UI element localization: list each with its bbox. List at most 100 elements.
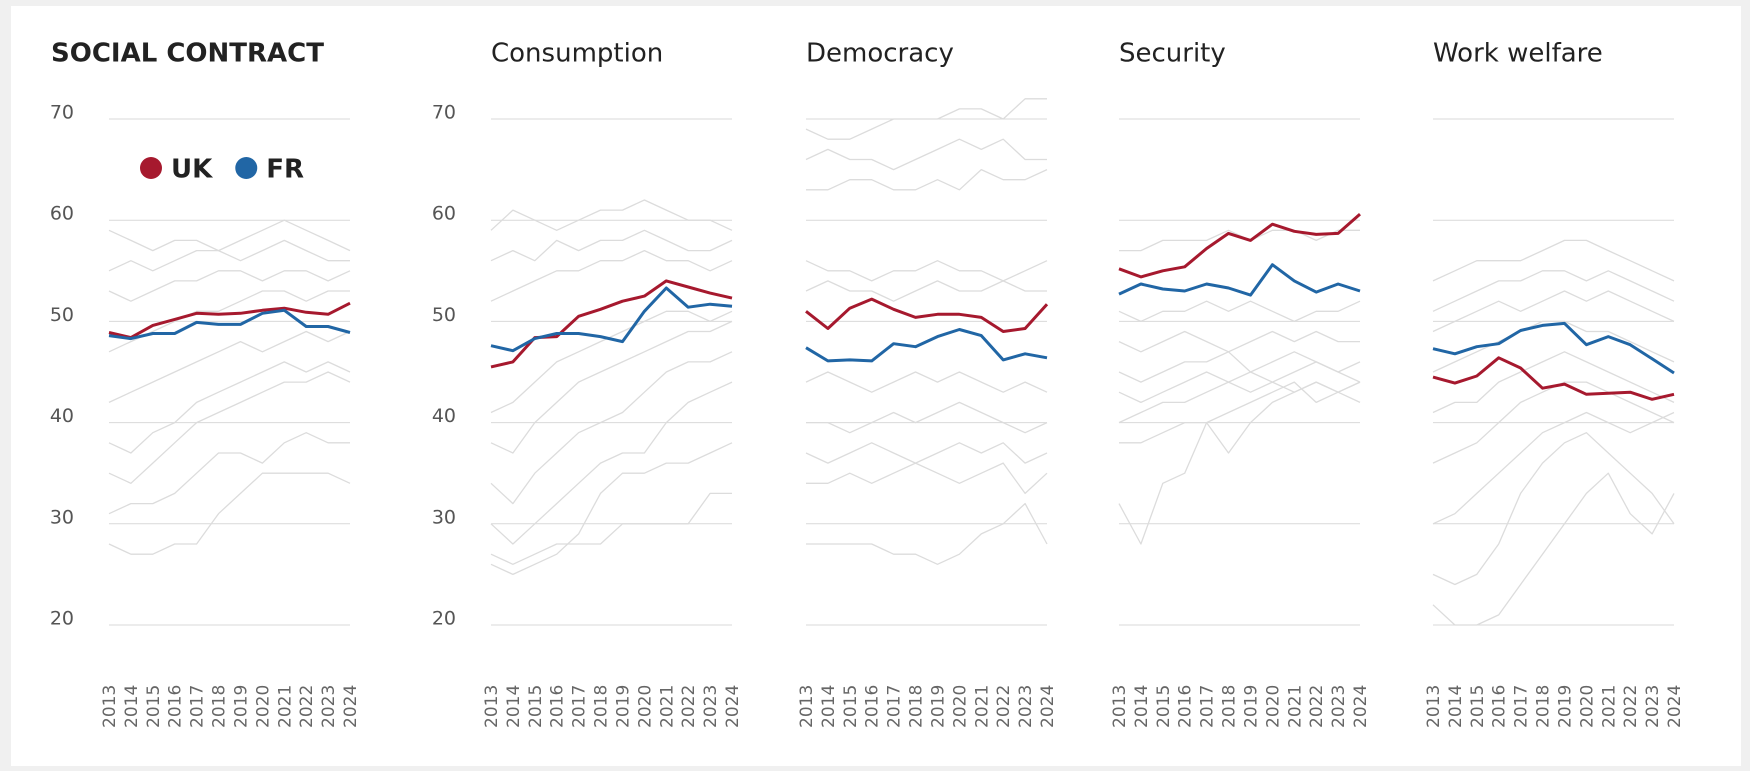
context-line: [490, 229, 733, 262]
context-line: [806, 168, 1048, 191]
y-tick-label: 20: [50, 608, 74, 630]
x-tick-label: 2015: [841, 685, 861, 728]
x-tick-label: 2018: [592, 685, 612, 728]
context-line: [1119, 381, 1361, 454]
series-line: [1432, 321, 1675, 375]
context-line: [490, 249, 733, 302]
x-tick-label: 2019: [1555, 685, 1575, 728]
x-tick-label: 2017: [570, 685, 590, 728]
x-tick-label: 2024: [1665, 685, 1685, 728]
x-tick-label: 2021: [275, 685, 295, 728]
x-tick-label: 2013: [797, 685, 817, 728]
context-line: [108, 219, 351, 252]
context-line: [108, 270, 351, 302]
y-tick-label: 40: [432, 405, 456, 427]
y-tick-label: 50: [50, 304, 74, 326]
series-line: [1432, 356, 1675, 401]
x-tick-label: 2015: [526, 685, 546, 728]
context-line: [490, 492, 732, 565]
panel-title: Democracy: [806, 39, 954, 69]
x-tick-label: 2017: [1512, 685, 1532, 728]
context-line: [805, 371, 1048, 393]
context-line: [1118, 330, 1360, 353]
x-tick-label: 2020: [950, 685, 970, 728]
context-line: [1432, 411, 1675, 525]
x-tick-label: 2013: [1424, 685, 1444, 728]
x-tick-label: 2020: [1263, 685, 1283, 728]
context-line: [805, 260, 1048, 282]
context-line: [108, 371, 351, 484]
x-tick-label: 2021: [1599, 685, 1619, 728]
context-line: [1118, 381, 1361, 424]
x-tick-label: 2018: [1220, 685, 1240, 728]
context-line: [805, 280, 1047, 302]
x-tick-label: 2022: [994, 685, 1014, 728]
x-tick-label: 2023: [319, 685, 339, 728]
context-line: [806, 462, 1048, 495]
x-tick-label: 2021: [1285, 685, 1305, 728]
x-tick-label: 2020: [253, 685, 273, 728]
y-tick-label: 50: [432, 304, 456, 326]
x-tick-label: 2022: [1307, 685, 1327, 728]
context-line: [806, 401, 1048, 434]
x-tick-label: 2017: [1198, 685, 1218, 728]
panel-title: Consumption: [491, 39, 663, 69]
x-tick-label: 2019: [928, 685, 948, 728]
x-tick-label: 2014: [504, 685, 524, 728]
series-line: [805, 328, 1048, 363]
x-tick-label: 2024: [1038, 685, 1058, 728]
x-tick-label: 2023: [701, 685, 721, 728]
context-line: [490, 310, 733, 414]
x-tick-label: 2016: [166, 685, 186, 728]
context-line: [108, 472, 351, 555]
x-tick-label: 2021: [657, 685, 677, 728]
y-tick-label: 30: [432, 506, 456, 528]
legend-label: UK: [171, 155, 213, 185]
x-tick-label: 2023: [1643, 685, 1663, 728]
series-line: [108, 308, 351, 341]
x-tick-label: 2020: [635, 685, 655, 728]
context-line: [490, 381, 733, 545]
x-tick-label: 2016: [548, 685, 568, 728]
series-line: [490, 286, 733, 353]
context-line: [1432, 270, 1675, 312]
legend-marker: [140, 157, 162, 179]
panel-title: Work welfare: [1433, 39, 1603, 69]
context-line: [490, 199, 733, 231]
x-tick-label: 2024: [1351, 685, 1371, 728]
x-tick-label: 2019: [613, 685, 633, 728]
x-tick-label: 2018: [907, 685, 927, 728]
y-tick-label: 30: [50, 506, 74, 528]
y-tick-label: 60: [50, 203, 74, 225]
x-tick-label: 2022: [1621, 685, 1641, 728]
x-tick-label: 2024: [341, 685, 361, 728]
y-tick-label: 70: [50, 102, 74, 124]
y-tick-label: 40: [50, 405, 74, 427]
context-line: [1432, 290, 1675, 333]
legend-marker: [235, 157, 258, 179]
context-line: [108, 432, 350, 515]
legend-label: FR: [266, 155, 304, 185]
x-tick-label: 2020: [1577, 685, 1597, 728]
x-tick-label: 2014: [1446, 685, 1466, 728]
x-tick-label: 2021: [972, 685, 992, 728]
context-line: [805, 442, 1048, 464]
context-line: [108, 239, 350, 272]
context-line: [1432, 432, 1675, 586]
context-line: [490, 320, 733, 454]
x-tick-label: 2019: [1241, 685, 1261, 728]
x-tick-label: 2018: [210, 685, 230, 728]
panel-title: SOCIAL CONTRACT: [51, 39, 324, 69]
context-line: [1432, 351, 1675, 414]
x-tick-label: 2013: [100, 685, 120, 728]
x-tick-label: 2022: [679, 685, 699, 728]
context-line: [1432, 320, 1675, 373]
context-line: [1432, 239, 1675, 282]
x-tick-label: 2017: [885, 685, 905, 728]
context-line: [1118, 381, 1361, 545]
x-tick-label: 2015: [144, 685, 164, 728]
x-tick-label: 2023: [1329, 685, 1349, 728]
x-tick-label: 2016: [1176, 685, 1196, 728]
